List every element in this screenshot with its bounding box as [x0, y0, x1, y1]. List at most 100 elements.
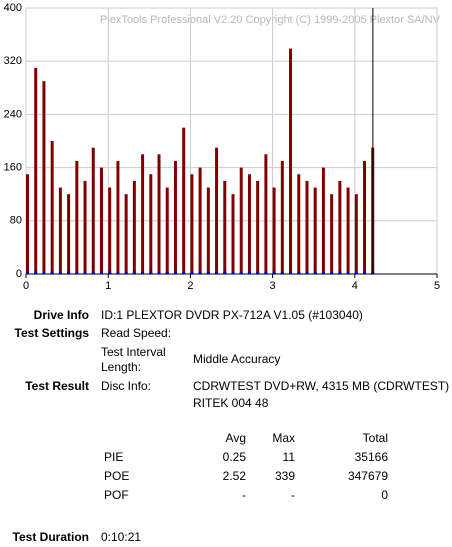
bar: [313, 187, 317, 274]
stat-cell: 0: [381, 488, 388, 502]
bar: [330, 272, 334, 274]
bar: [354, 194, 358, 274]
row-name: POF: [104, 488, 129, 502]
bar: [58, 187, 62, 274]
bar: [173, 160, 177, 274]
column-header: Max: [272, 431, 295, 445]
bar: [99, 272, 103, 274]
bar: [108, 271, 112, 274]
bar: [256, 272, 260, 274]
bar: [223, 180, 227, 274]
bar: [83, 272, 87, 274]
info-key: Disc Info:: [101, 379, 152, 393]
bar: [313, 271, 317, 274]
bar: [157, 154, 161, 274]
bar: [280, 272, 284, 274]
bar: [91, 147, 95, 274]
bar: [50, 141, 54, 274]
bar: [363, 271, 367, 274]
bar: [247, 174, 251, 274]
bar: [58, 272, 62, 274]
bar: [91, 271, 95, 274]
bar: [289, 271, 293, 274]
bar: [132, 180, 136, 274]
bar: [190, 174, 194, 274]
bar: [338, 271, 342, 274]
bar: [305, 272, 309, 274]
bar: [182, 272, 186, 274]
bar: [231, 194, 235, 274]
section-label: Test Result: [25, 379, 89, 393]
bar: [67, 271, 71, 274]
stat-cell: 339: [274, 469, 295, 483]
bar: [321, 272, 325, 274]
column-header: Avg: [225, 431, 246, 445]
bar: [346, 272, 350, 274]
bar: [297, 272, 301, 274]
info-value: RITEK 004 48: [193, 396, 269, 410]
stat-cell: 11: [282, 450, 295, 464]
bar: [264, 154, 268, 274]
bar: [206, 272, 210, 274]
bar: [215, 147, 219, 274]
bar: [190, 272, 194, 274]
bar: [305, 180, 309, 274]
bar: [354, 272, 358, 274]
stat-cell: 2.52: [222, 469, 246, 483]
bar: [173, 271, 177, 274]
bar: [297, 174, 301, 274]
bar: [132, 271, 136, 274]
x-tick-label: 0: [23, 280, 29, 292]
bar: [157, 272, 161, 274]
info-value: ID:1 PLEXTOR DVDR PX-712A V1.05 (#103040…: [101, 308, 363, 322]
info-key: Test Interval Length:: [101, 345, 166, 374]
stat-cell: -: [242, 488, 246, 502]
bar: [124, 194, 128, 274]
bar: [223, 271, 227, 274]
bar: [264, 272, 268, 274]
watermark: PlexTools Professional V2.20 Copyright (…: [100, 14, 441, 26]
info-key: Read Speed:: [101, 326, 172, 340]
bar: [165, 272, 169, 274]
x-tick-label: 2: [187, 280, 193, 292]
bar: [75, 160, 79, 274]
y-tick-label: 0: [16, 268, 22, 280]
column-header: Total: [362, 431, 388, 445]
bar: [182, 127, 186, 274]
bar: [280, 160, 284, 274]
bar: [272, 271, 276, 274]
duration-value: 0:10:21: [101, 530, 142, 544]
bar: [99, 167, 103, 274]
info-value: CDRWTEST DVD+RW, 4315 MB (CDRWTEST): [193, 379, 450, 393]
bar: [330, 194, 334, 274]
x-tick-label: 1: [105, 280, 111, 292]
info-value: Middle Accuracy: [193, 352, 281, 366]
x-tick-label: 3: [270, 280, 276, 292]
bar: [198, 271, 202, 274]
section-label: Drive Info: [33, 308, 89, 322]
section-label: Test Duration: [12, 530, 89, 544]
chart: PlexTools Professional V2.20 Copyright (…: [4, 2, 441, 292]
stat-cell: 347679: [347, 469, 388, 483]
bar: [108, 187, 112, 274]
bar: [75, 272, 79, 274]
bar: [321, 167, 325, 274]
bar: [338, 180, 342, 274]
bar: [206, 187, 210, 274]
stat-cell: -: [291, 488, 295, 502]
bar: [116, 272, 120, 274]
bar: [198, 167, 202, 274]
bar: [239, 272, 243, 274]
section-label: Test Settings: [14, 326, 89, 340]
bar: [67, 194, 71, 274]
x-tick-label: 4: [352, 280, 358, 292]
bar: [42, 272, 46, 274]
bar: [141, 272, 145, 274]
bar: [272, 187, 276, 274]
bar: [239, 167, 243, 274]
bar: [83, 180, 87, 274]
stat-cell: 0.25: [222, 450, 246, 464]
y-tick-label: 240: [4, 108, 22, 120]
y-tick-label: 80: [10, 215, 22, 227]
